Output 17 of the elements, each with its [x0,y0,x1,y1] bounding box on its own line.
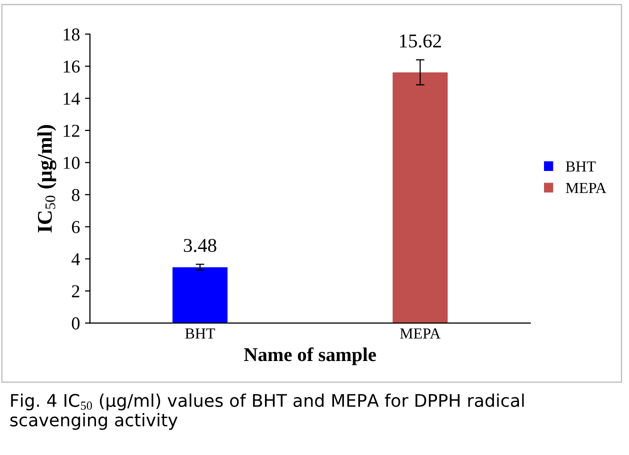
x-axis-title: Name of sample [244,347,376,366]
y-tick-label: 4 [72,253,80,266]
data-label: 3.48 [184,238,216,252]
y-tick-label: 6 [72,221,80,234]
y-tick-label: 18 [64,28,80,41]
y-tick-label: 0 [72,317,80,330]
y-tick-label: 10 [64,156,80,169]
legend-label: BHT [566,162,596,172]
caption: Fig. 4 IC$_{50}$ (µg/ml) values of BHT and MEPA for DPPH radical scavenging activity [10,394,524,430]
y-tick-label: 12 [64,124,80,137]
y-tick-label: 8 [72,188,80,202]
y-tick-label: 16 [64,60,80,73]
y-axis-title: IC$_{50}$ (µg/ml) [37,125,56,232]
y-tick-label: 2 [72,285,80,298]
y-tick-label: 14 [64,92,80,105]
legend-label: MEPA [566,182,606,194]
data-label: 15.62 [400,34,441,48]
